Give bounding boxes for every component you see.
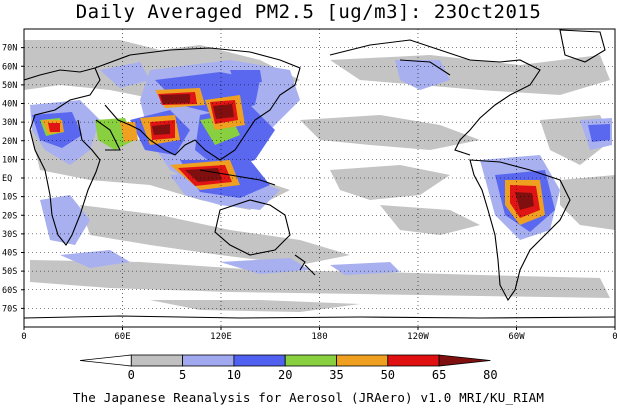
lat-label: EQ — [2, 174, 12, 184]
lon-label: 60W — [508, 332, 525, 342]
colorbar-segment — [182, 354, 235, 367]
pm25-field — [24, 29, 615, 327]
lon-label: 180 — [311, 332, 327, 342]
colorbar-segment — [130, 354, 184, 367]
lat-label: 10N — [2, 155, 17, 165]
colorbar-tick-label: 80 — [483, 368, 497, 382]
colorbar-segment — [284, 354, 337, 367]
colorbar-tick-label: 10 — [227, 368, 241, 382]
lon-label: 0 — [612, 332, 617, 342]
colorbar: 0 5 10 20 35 50 65 80 — [79, 354, 498, 382]
lat-label: 10S — [2, 193, 17, 203]
lat-label: 60N — [2, 62, 17, 72]
credit-line: The Japanese Reanalysis for Aerosol (JRA… — [72, 390, 545, 405]
lat-label: 20N — [2, 137, 17, 147]
grid-lines — [24, 29, 615, 327]
colorbar-tick-label: 35 — [329, 368, 343, 382]
lat-label: 20S — [2, 211, 17, 221]
colorbar-tick-label: 5 — [179, 368, 186, 382]
lat-label: 50S — [2, 267, 17, 277]
colorbar-segment — [79, 354, 132, 367]
coastlines — [24, 29, 615, 319]
colorbar-tick-label: 0 — [128, 368, 135, 382]
lat-label: 70S — [2, 304, 17, 314]
lat-label: 70N — [2, 44, 17, 54]
colorbar-segment — [387, 354, 440, 367]
lat-label: 50N — [2, 81, 17, 91]
lon-label: 120E — [210, 332, 232, 342]
lat-label: 40S — [2, 249, 17, 259]
lon-label: 0 — [21, 332, 26, 342]
latitude-labels: 70N 60N 50N 40N 30N 20N 10N EQ 10S 20S 30S 40S 50S 60… — [2, 44, 24, 314]
lat-label: 30N — [2, 118, 17, 128]
lat-label: 60S — [2, 286, 17, 296]
lat-label: 30S — [2, 230, 17, 240]
colorbar-segment — [233, 354, 286, 367]
lon-label: 120W — [407, 332, 429, 342]
colorbar-tick-label: 65 — [432, 368, 446, 382]
colorbar-tick-label: 20 — [278, 368, 292, 382]
colorbar-segment — [336, 354, 389, 367]
longitude-labels: 0 60E 120E 180 120W 60W 0 — [21, 327, 617, 342]
colorbar-segment — [438, 354, 491, 367]
map-title: Daily Averaged PM2.5 [ug/m3]: 23Oct2015 — [75, 1, 542, 23]
lat-label: 40N — [2, 100, 17, 110]
colorbar-tick-label: 50 — [381, 368, 395, 382]
lon-label: 60E — [114, 332, 130, 342]
